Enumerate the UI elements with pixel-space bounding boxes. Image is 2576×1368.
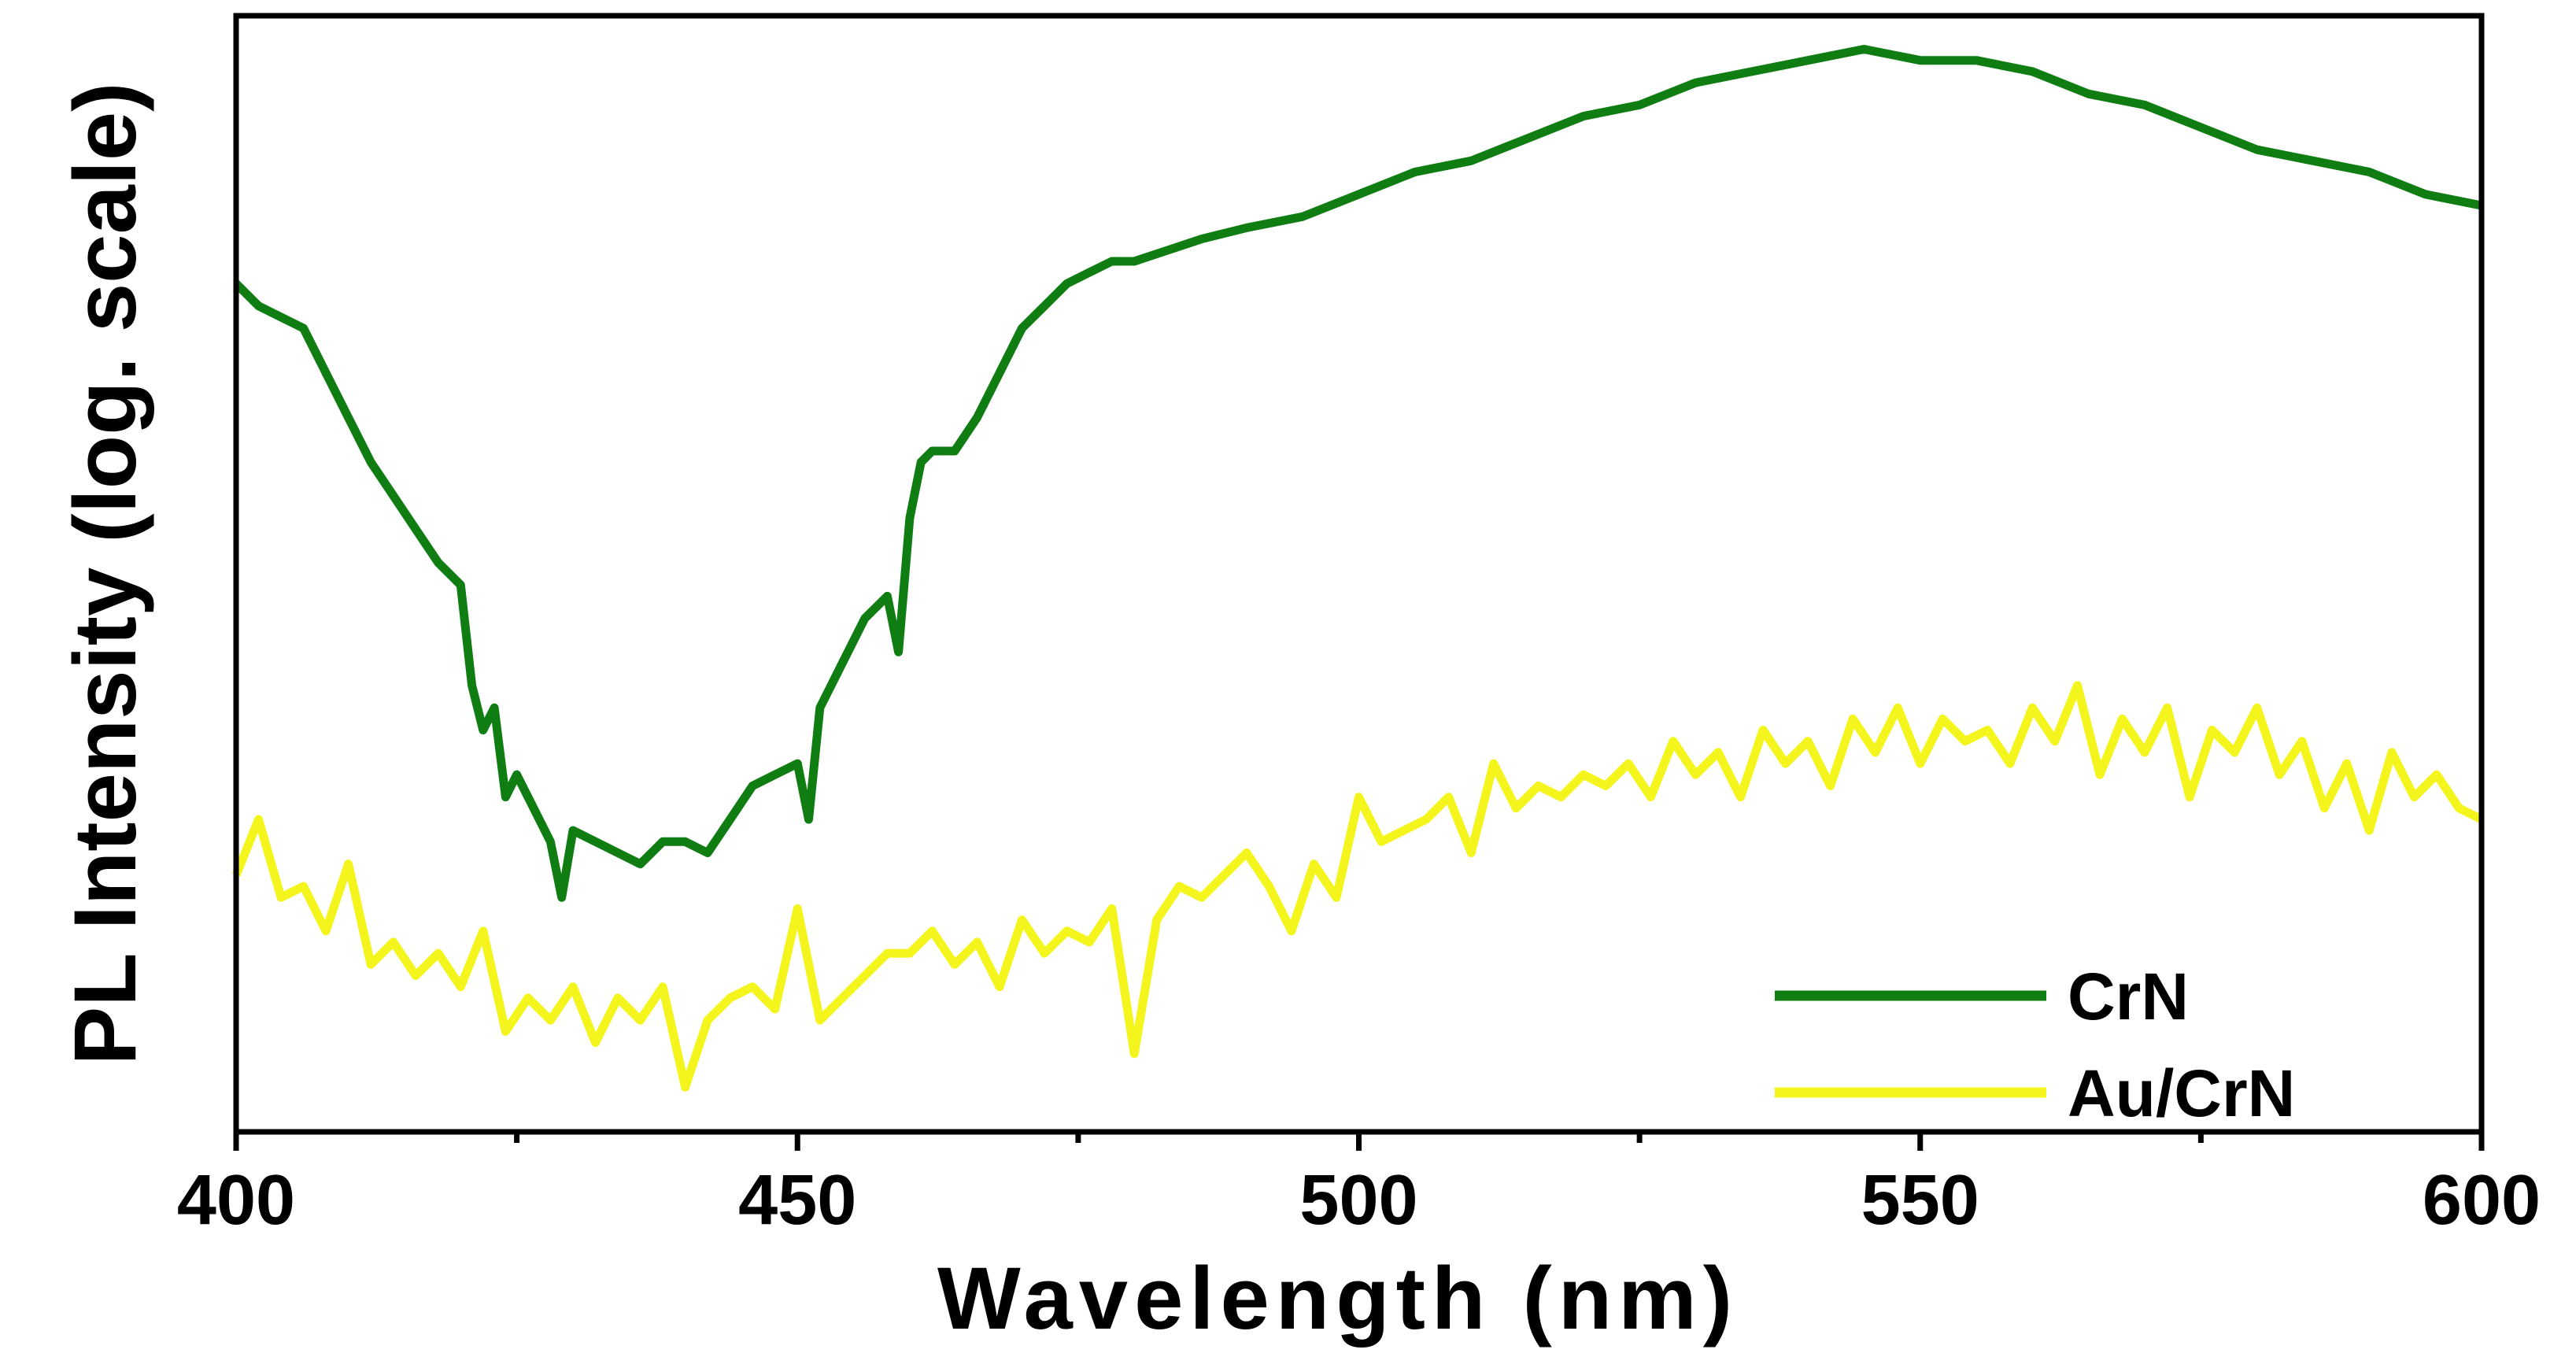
series-layer [231,45,2484,1092]
legend-label-au-crn: Au/CrN [2068,1056,2295,1130]
x-tick-label: 600 [2423,1161,2541,1240]
x-axis-title: Wavelength (nm) [937,1249,1739,1348]
legend-label-crn: CrN [2068,959,2189,1033]
x-tick-label: 400 [177,1161,295,1240]
y-axis-title: PL Intensity (log. scale) [56,83,154,1066]
series-line-crn [233,45,2483,902]
legend: CrN Au/CrN [1775,959,2295,1130]
x-tick-label: 500 [1299,1161,1417,1240]
x-tick-label: 450 [738,1161,856,1240]
x-axis-ticks [233,1132,2485,1151]
x-tick-label: 550 [1861,1161,1979,1240]
series-line-au-crn [231,681,2484,1092]
x-axis-tick-labels: 400 450 500 550 600 [177,1161,2541,1240]
